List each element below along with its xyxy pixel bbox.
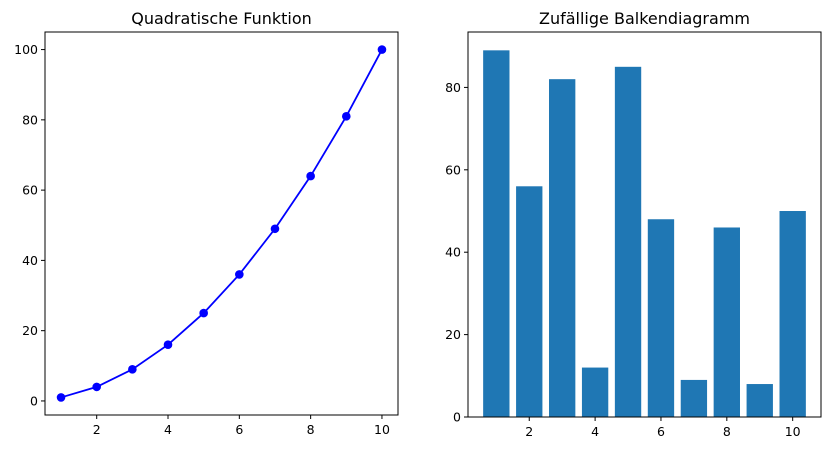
line-chart-frame	[44, 31, 399, 416]
data-point	[199, 308, 208, 318]
y-tick-label: 40	[22, 253, 38, 268]
y-tick-label: 20	[445, 327, 461, 342]
bar	[779, 211, 806, 417]
x-tick-label: 8	[723, 424, 731, 439]
y-tick-label: 80	[445, 80, 461, 95]
bar	[483, 50, 510, 417]
bar	[614, 66, 642, 417]
line-chart-title: Quadratische Funktion	[131, 9, 312, 28]
data-point	[92, 382, 102, 392]
x-tick-label: 4	[164, 422, 172, 437]
line-chart: Quadratische Funktion 2 4 6 8 10 0 20 40 60 80 10…	[14, 9, 399, 437]
line-chart-y-axis: 0 20 40 60 80 100	[14, 42, 45, 408]
bar-chart-title: Zufällige Balkendiagramm	[539, 9, 750, 28]
bar	[516, 186, 543, 417]
data-point	[128, 365, 137, 374]
bar-chart-frame	[467, 31, 822, 418]
x-tick-label: 2	[525, 424, 533, 439]
y-tick-label: 100	[14, 42, 38, 57]
x-tick-label: 2	[93, 422, 101, 437]
data-point	[270, 224, 280, 234]
x-tick-label: 4	[591, 424, 599, 439]
bar	[581, 367, 609, 417]
y-tick-label: 20	[22, 323, 38, 338]
y-tick-label: 60	[22, 183, 38, 198]
y-tick-label: 40	[445, 245, 461, 260]
x-tick-label: 10	[374, 422, 390, 437]
line-chart-plot-area	[56, 45, 387, 402]
bar-chart-y-axis: 0 20 40 60 80	[445, 80, 468, 425]
bar	[549, 79, 576, 417]
bar	[713, 227, 740, 417]
y-tick-label: 0	[30, 393, 38, 408]
y-tick-label: 60	[445, 162, 461, 177]
x-tick-label: 8	[307, 422, 315, 437]
data-point	[56, 393, 66, 402]
x-tick-label: 10	[785, 424, 801, 439]
line-chart-x-axis: 2 4 6 8 10	[93, 415, 390, 437]
bar	[746, 384, 773, 417]
bar	[680, 379, 708, 417]
data-point	[377, 45, 387, 54]
x-tick-label: 6	[235, 422, 243, 437]
series-line	[60, 49, 383, 399]
x-tick-label: 6	[657, 424, 665, 439]
data-point	[306, 171, 315, 181]
bar-chart: Zufällige Balkendiagramm 2 4 6 8 10 0 20 40 60 8…	[445, 9, 822, 439]
y-tick-label: 80	[22, 112, 38, 127]
bar	[647, 219, 675, 417]
bar-chart-x-axis: 2 4 6 8 10	[525, 417, 801, 439]
bar-chart-plot-area	[483, 50, 806, 417]
data-point	[163, 340, 173, 350]
data-point	[235, 270, 244, 279]
y-tick-label: 0	[453, 410, 461, 425]
data-point	[341, 112, 351, 121]
